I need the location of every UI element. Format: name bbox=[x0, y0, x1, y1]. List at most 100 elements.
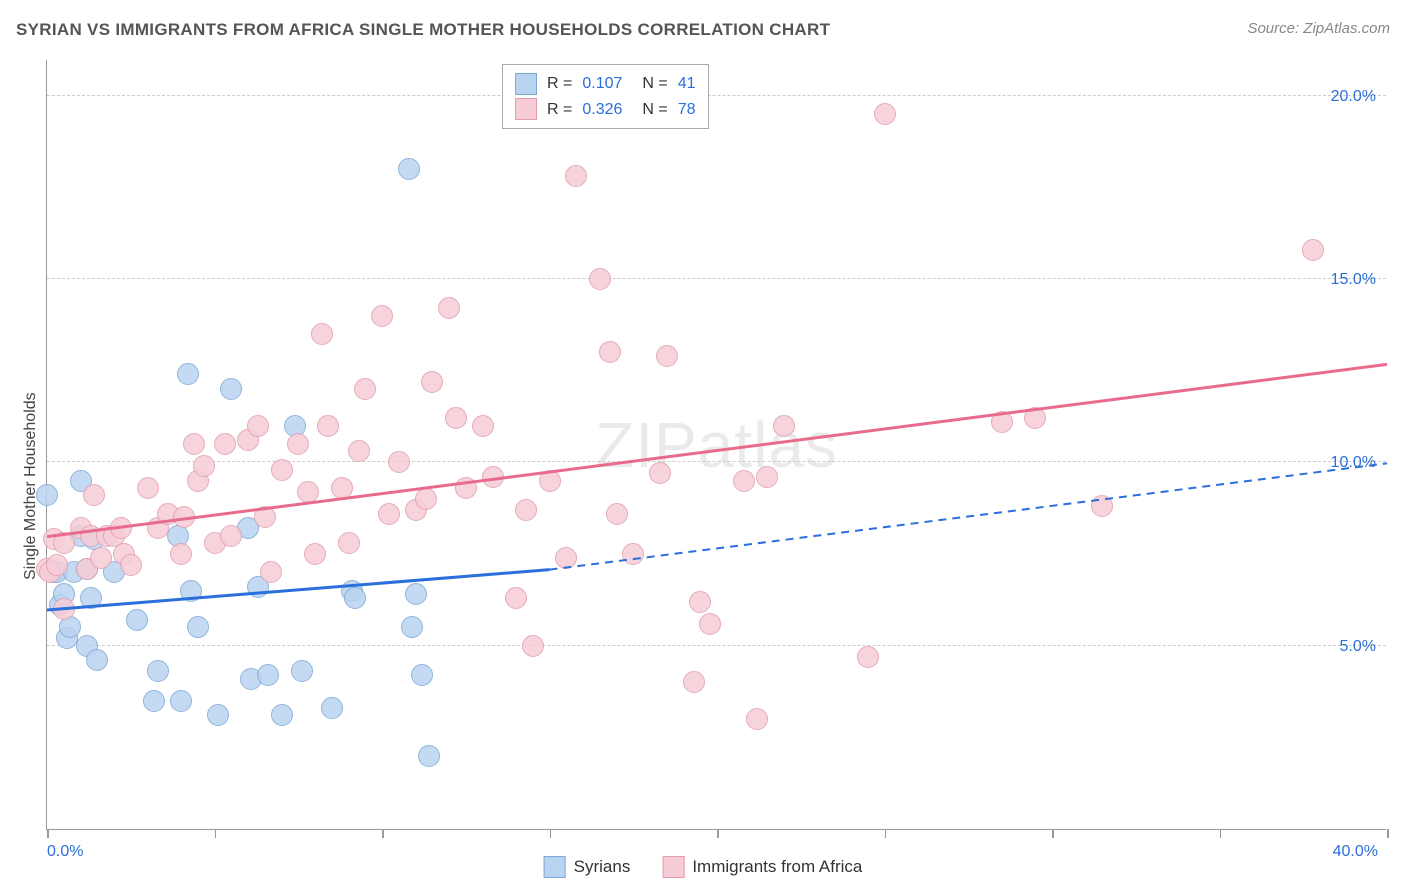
scatter-point bbox=[1024, 407, 1046, 429]
scatter-point bbox=[438, 297, 460, 319]
scatter-point bbox=[170, 543, 192, 565]
scatter-point bbox=[287, 433, 309, 455]
scatter-point bbox=[348, 440, 370, 462]
legend-label: Immigrants from Africa bbox=[692, 857, 862, 877]
scatter-point bbox=[555, 547, 577, 569]
scatter-point bbox=[53, 598, 75, 620]
stats-row: R =0.326N =78 bbox=[515, 97, 696, 123]
scatter-point bbox=[187, 616, 209, 638]
x-tick bbox=[1052, 829, 1054, 838]
y-tick-label: 20.0% bbox=[1331, 88, 1376, 106]
scatter-point bbox=[126, 609, 148, 631]
gridline-horizontal bbox=[47, 461, 1386, 462]
watermark: ZIPatlas bbox=[595, 408, 838, 482]
y-tick-label: 15.0% bbox=[1331, 271, 1376, 289]
stats-box: R =0.107N =41R =0.326N =78 bbox=[502, 64, 709, 129]
scatter-point bbox=[773, 415, 795, 437]
scatter-point bbox=[193, 455, 215, 477]
scatter-point bbox=[482, 466, 504, 488]
scatter-point bbox=[183, 433, 205, 455]
scatter-point bbox=[83, 484, 105, 506]
scatter-point bbox=[405, 583, 427, 605]
scatter-point bbox=[539, 470, 561, 492]
series-swatch bbox=[515, 98, 537, 120]
scatter-point bbox=[304, 543, 326, 565]
x-tick bbox=[215, 829, 217, 838]
y-tick-label: 5.0% bbox=[1340, 638, 1376, 656]
n-label: N = bbox=[642, 97, 667, 123]
y-axis-title: Single Mother Households bbox=[22, 392, 40, 580]
gridline-horizontal bbox=[47, 645, 1386, 646]
scatter-point bbox=[756, 466, 778, 488]
x-tick-label: 40.0% bbox=[1333, 843, 1378, 861]
scatter-point bbox=[173, 506, 195, 528]
legend-swatch bbox=[544, 856, 566, 878]
trend-line-dashed bbox=[550, 463, 1388, 569]
r-label: R = bbox=[547, 71, 572, 97]
scatter-point bbox=[257, 664, 279, 686]
scatter-point bbox=[1302, 239, 1324, 261]
scatter-point bbox=[317, 415, 339, 437]
scatter-point bbox=[522, 635, 544, 657]
scatter-point bbox=[338, 532, 360, 554]
scatter-point bbox=[455, 477, 477, 499]
scatter-point bbox=[991, 411, 1013, 433]
scatter-point bbox=[411, 664, 433, 686]
n-value: 41 bbox=[678, 71, 696, 97]
scatter-point bbox=[207, 704, 229, 726]
scatter-point bbox=[401, 616, 423, 638]
chart-source: Source: ZipAtlas.com bbox=[1247, 20, 1390, 37]
x-tick bbox=[382, 829, 384, 838]
chart-container: SYRIAN VS IMMIGRANTS FROM AFRICA SINGLE … bbox=[0, 0, 1406, 892]
scatter-point bbox=[344, 587, 366, 609]
scatter-point bbox=[90, 547, 112, 569]
scatter-point bbox=[589, 268, 611, 290]
legend-item: Immigrants from Africa bbox=[662, 856, 862, 878]
scatter-point bbox=[354, 378, 376, 400]
scatter-point bbox=[177, 363, 199, 385]
scatter-point bbox=[311, 323, 333, 345]
scatter-point bbox=[220, 378, 242, 400]
plot-area: ZIPatlas 5.0%10.0%15.0%20.0%0.0%40.0%R =… bbox=[46, 60, 1386, 830]
scatter-point bbox=[80, 587, 102, 609]
scatter-point bbox=[649, 462, 671, 484]
n-label: N = bbox=[642, 71, 667, 97]
scatter-point bbox=[622, 543, 644, 565]
scatter-point bbox=[247, 415, 269, 437]
x-tick bbox=[717, 829, 719, 838]
scatter-point bbox=[220, 525, 242, 547]
scatter-point bbox=[180, 580, 202, 602]
scatter-point bbox=[418, 745, 440, 767]
scatter-point bbox=[606, 503, 628, 525]
scatter-point bbox=[1091, 495, 1113, 517]
stats-row: R =0.107N =41 bbox=[515, 71, 696, 97]
scatter-point bbox=[321, 697, 343, 719]
y-tick-label: 10.0% bbox=[1331, 454, 1376, 472]
scatter-point bbox=[733, 470, 755, 492]
scatter-point bbox=[599, 341, 621, 363]
scatter-point bbox=[110, 517, 132, 539]
scatter-point bbox=[445, 407, 467, 429]
x-tick-label: 0.0% bbox=[47, 843, 83, 861]
scatter-point bbox=[147, 660, 169, 682]
scatter-point bbox=[656, 345, 678, 367]
legend-label: Syrians bbox=[574, 857, 631, 877]
legend-item: Syrians bbox=[544, 856, 631, 878]
gridline-horizontal bbox=[47, 278, 1386, 279]
scatter-point bbox=[565, 165, 587, 187]
scatter-point bbox=[291, 660, 313, 682]
scatter-point bbox=[689, 591, 711, 613]
x-tick bbox=[1387, 829, 1389, 838]
scatter-point bbox=[388, 451, 410, 473]
x-tick bbox=[47, 829, 49, 838]
scatter-point bbox=[297, 481, 319, 503]
scatter-point bbox=[331, 477, 353, 499]
scatter-point bbox=[398, 158, 420, 180]
scatter-point bbox=[699, 613, 721, 635]
scatter-point bbox=[746, 708, 768, 730]
scatter-point bbox=[472, 415, 494, 437]
series-swatch bbox=[515, 73, 537, 95]
scatter-point bbox=[36, 484, 58, 506]
scatter-point bbox=[271, 459, 293, 481]
bottom-legend: Syrians Immigrants from Africa bbox=[544, 856, 863, 878]
